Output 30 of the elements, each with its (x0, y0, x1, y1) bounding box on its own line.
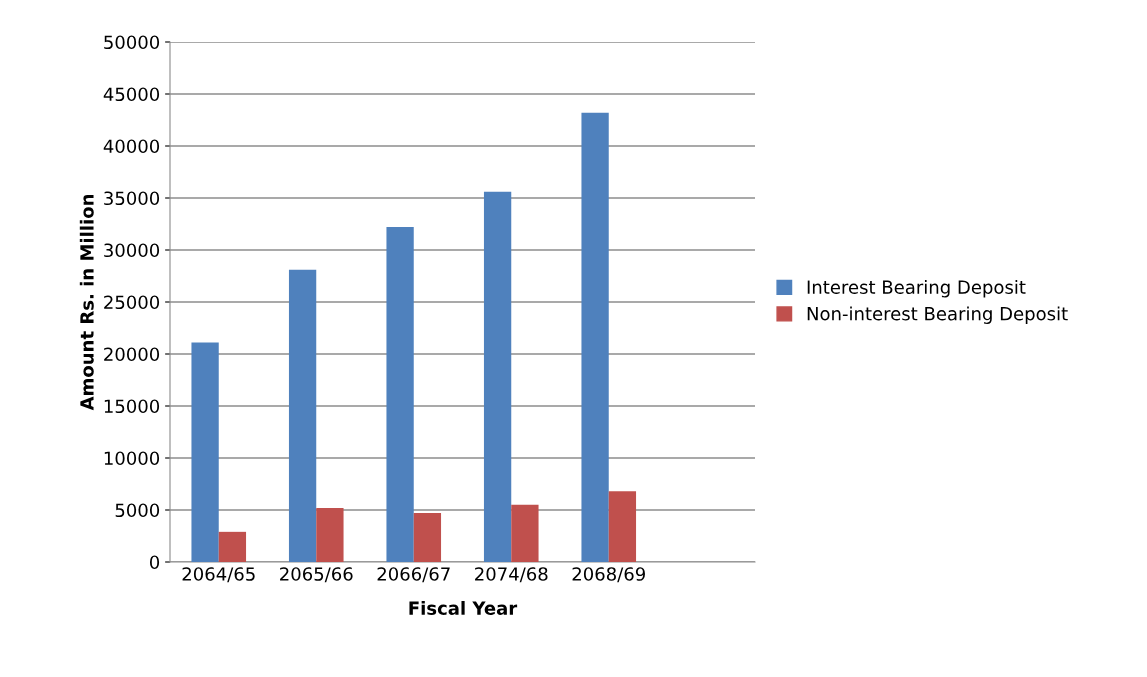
y-tick-label: 0 (149, 555, 160, 570)
y-tick-label: 40000 (103, 139, 160, 154)
x-tick-label: 2065/66 (280, 567, 353, 583)
bar (483, 191, 512, 562)
bar (191, 342, 219, 562)
bar (413, 513, 442, 562)
bar (288, 269, 317, 562)
x-axis-title: Fiscal Year (409, 601, 518, 615)
y-tick-label: 20000 (104, 347, 160, 362)
y-tick-label: 30000 (104, 243, 160, 258)
bar (581, 112, 609, 562)
x-tick-label: 2068/69 (572, 567, 645, 583)
x-tick-label: 2074/68 (475, 567, 548, 583)
legend-label: Non-interest Bearing Deposit (807, 306, 1068, 324)
x-tick-label: 2064/65 (182, 567, 255, 583)
y-tick-label: 45000 (103, 87, 160, 102)
bar (316, 507, 344, 562)
y-tick-label: 5000 (115, 503, 160, 518)
y-axis-title: Amount Rs. in Million (79, 194, 94, 411)
bar (386, 227, 414, 562)
x-tick-label: 2066/67 (377, 567, 450, 583)
bar (511, 504, 539, 562)
bar (608, 491, 637, 562)
y-tick-label: 25000 (104, 295, 160, 310)
y-tick-label: 50000 (104, 35, 160, 50)
y-tick-label: 15000 (104, 399, 160, 414)
legend-label: Interest Bearing Deposit (807, 280, 1026, 298)
y-tick-label: 35000 (104, 191, 160, 206)
bar (218, 531, 247, 562)
y-tick-label: 10000 (104, 451, 160, 466)
